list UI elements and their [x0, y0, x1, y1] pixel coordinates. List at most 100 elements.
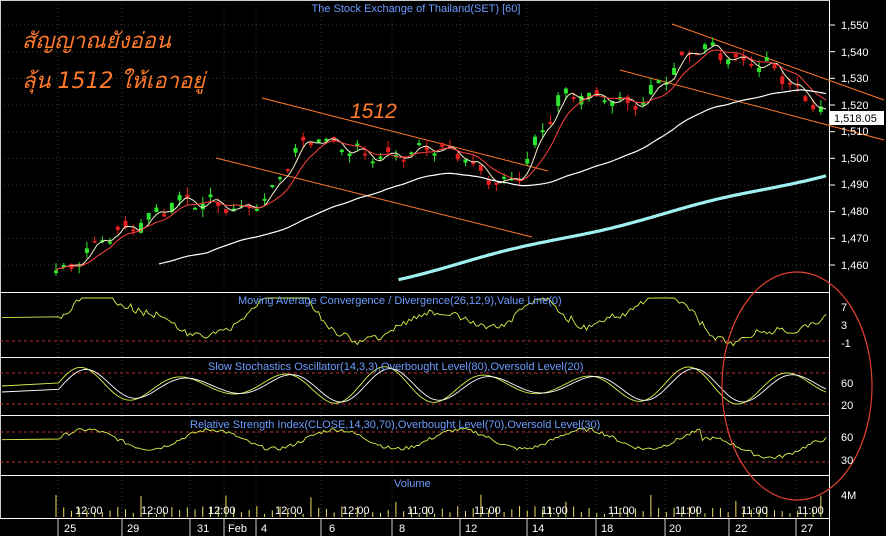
- time-label-upper: 11:00: [741, 505, 768, 517]
- annotation-line2: ลุ้น 1512 ให้เอาอยู่: [22, 68, 208, 94]
- time-label-lower: 12: [465, 523, 477, 535]
- candle-body: [147, 213, 151, 220]
- candle-body: [93, 241, 97, 243]
- price-tick: 1,460: [841, 260, 869, 272]
- time-label-upper: 12:00: [141, 505, 169, 517]
- candle-body: [440, 143, 444, 147]
- price-tick: 1,540: [841, 47, 869, 59]
- candle-body: [255, 209, 259, 211]
- candle-body: [278, 177, 282, 179]
- time-label-upper: 11:00: [608, 505, 635, 517]
- candle-body: [649, 85, 653, 94]
- candle-body: [633, 106, 637, 110]
- time-label-lower: 14: [532, 523, 544, 535]
- candle-body: [541, 130, 545, 132]
- macd-tick: -1: [841, 338, 851, 350]
- candle-body: [85, 248, 89, 253]
- candle-body: [108, 242, 112, 244]
- time-label-upper: 12:00: [208, 505, 236, 517]
- price-tick: 1,480: [841, 206, 869, 218]
- candle-body: [703, 44, 707, 49]
- time-label-lower: 20: [669, 523, 681, 535]
- candle-body: [193, 208, 197, 210]
- candle-body: [487, 180, 491, 185]
- candle-body: [293, 148, 297, 153]
- candle-body: [803, 96, 807, 101]
- candle-body: [371, 161, 375, 163]
- macd-tick: 3: [841, 320, 847, 332]
- candle-body: [672, 68, 676, 75]
- time-label-lower: 27: [801, 523, 813, 535]
- macd-tick: 7: [841, 302, 847, 314]
- candle-body: [726, 59, 730, 64]
- price-tick: 1,470: [841, 233, 869, 245]
- time-label-lower: 18: [601, 523, 613, 535]
- candle-body: [749, 64, 753, 66]
- candle-body: [301, 137, 305, 141]
- candle-body: [154, 208, 158, 213]
- candle-body: [502, 177, 506, 179]
- candle-body: [572, 97, 576, 99]
- candle-body: [556, 95, 560, 106]
- candle-body: [162, 214, 166, 217]
- stoch-tick: 20: [841, 400, 853, 412]
- stoch-title: Slow Stochastics Oscillator(14,3,3),Over…: [208, 361, 583, 373]
- candle-body: [811, 105, 815, 109]
- candle-body: [772, 64, 776, 68]
- time-label-upper: 12:00: [275, 505, 303, 517]
- candle-body: [178, 195, 182, 200]
- candle-body: [788, 83, 792, 85]
- annotation-level-label: 1512: [350, 100, 397, 123]
- candle-body: [718, 53, 722, 60]
- chart-title: The Stock Exchange of Thailand(SET) [60]: [312, 3, 521, 15]
- time-label-lower: 8: [399, 523, 405, 535]
- price-tick: 1,520: [841, 100, 869, 112]
- volume-tick: 4M: [841, 490, 856, 502]
- candle-body: [456, 154, 460, 159]
- time-label-lower: 22: [735, 523, 747, 535]
- time-label-lower: 31: [197, 523, 209, 535]
- candle-body: [680, 52, 684, 56]
- price-tick: 1,550: [841, 20, 869, 32]
- volume-title: Volume: [394, 478, 431, 490]
- time-label-lower: 6: [329, 523, 335, 535]
- candle-body: [657, 80, 661, 83]
- candle-body: [270, 185, 274, 187]
- candle-body: [417, 143, 421, 145]
- candle-body: [433, 153, 437, 155]
- rsi-title: Relative Strength Index(CLOSE,14,30,70),…: [190, 419, 600, 431]
- time-label-upper: 12:00: [342, 505, 370, 517]
- candle-body: [564, 89, 568, 94]
- time-label-lower: 25: [64, 523, 76, 535]
- candle-body: [378, 157, 382, 159]
- last-price-label: 1,518.05: [834, 113, 877, 125]
- candle-body: [309, 143, 313, 145]
- candle-body: [409, 152, 413, 154]
- time-label-lower: 29: [127, 523, 139, 535]
- time-label-upper: 11:00: [474, 505, 501, 517]
- candle-body: [317, 139, 321, 142]
- candle-body: [734, 54, 738, 58]
- candle-body: [479, 165, 483, 171]
- candle-body: [533, 137, 537, 146]
- time-label-lower: Feb: [228, 523, 247, 535]
- time-label-upper: 12:00: [75, 505, 103, 517]
- time-label-upper: 11:00: [797, 505, 824, 517]
- candle-body: [765, 57, 769, 61]
- candle-body: [603, 100, 607, 102]
- candle-body: [209, 194, 213, 197]
- candle-body: [525, 159, 529, 164]
- time-label-upper: 11:00: [407, 505, 434, 517]
- candle-body: [494, 183, 498, 185]
- candle-body: [116, 227, 120, 230]
- price-tick: 1,500: [841, 153, 869, 165]
- candle-body: [757, 68, 761, 72]
- rsi-tick: 60: [841, 432, 853, 444]
- candle-body: [286, 169, 290, 171]
- candle-body: [463, 159, 467, 162]
- candle-body: [54, 270, 58, 273]
- candle-body: [263, 199, 267, 201]
- candle-body: [386, 147, 390, 152]
- macd-title: Moving Average Convergence / Divergence(…: [238, 295, 562, 307]
- candle-body: [402, 160, 406, 162]
